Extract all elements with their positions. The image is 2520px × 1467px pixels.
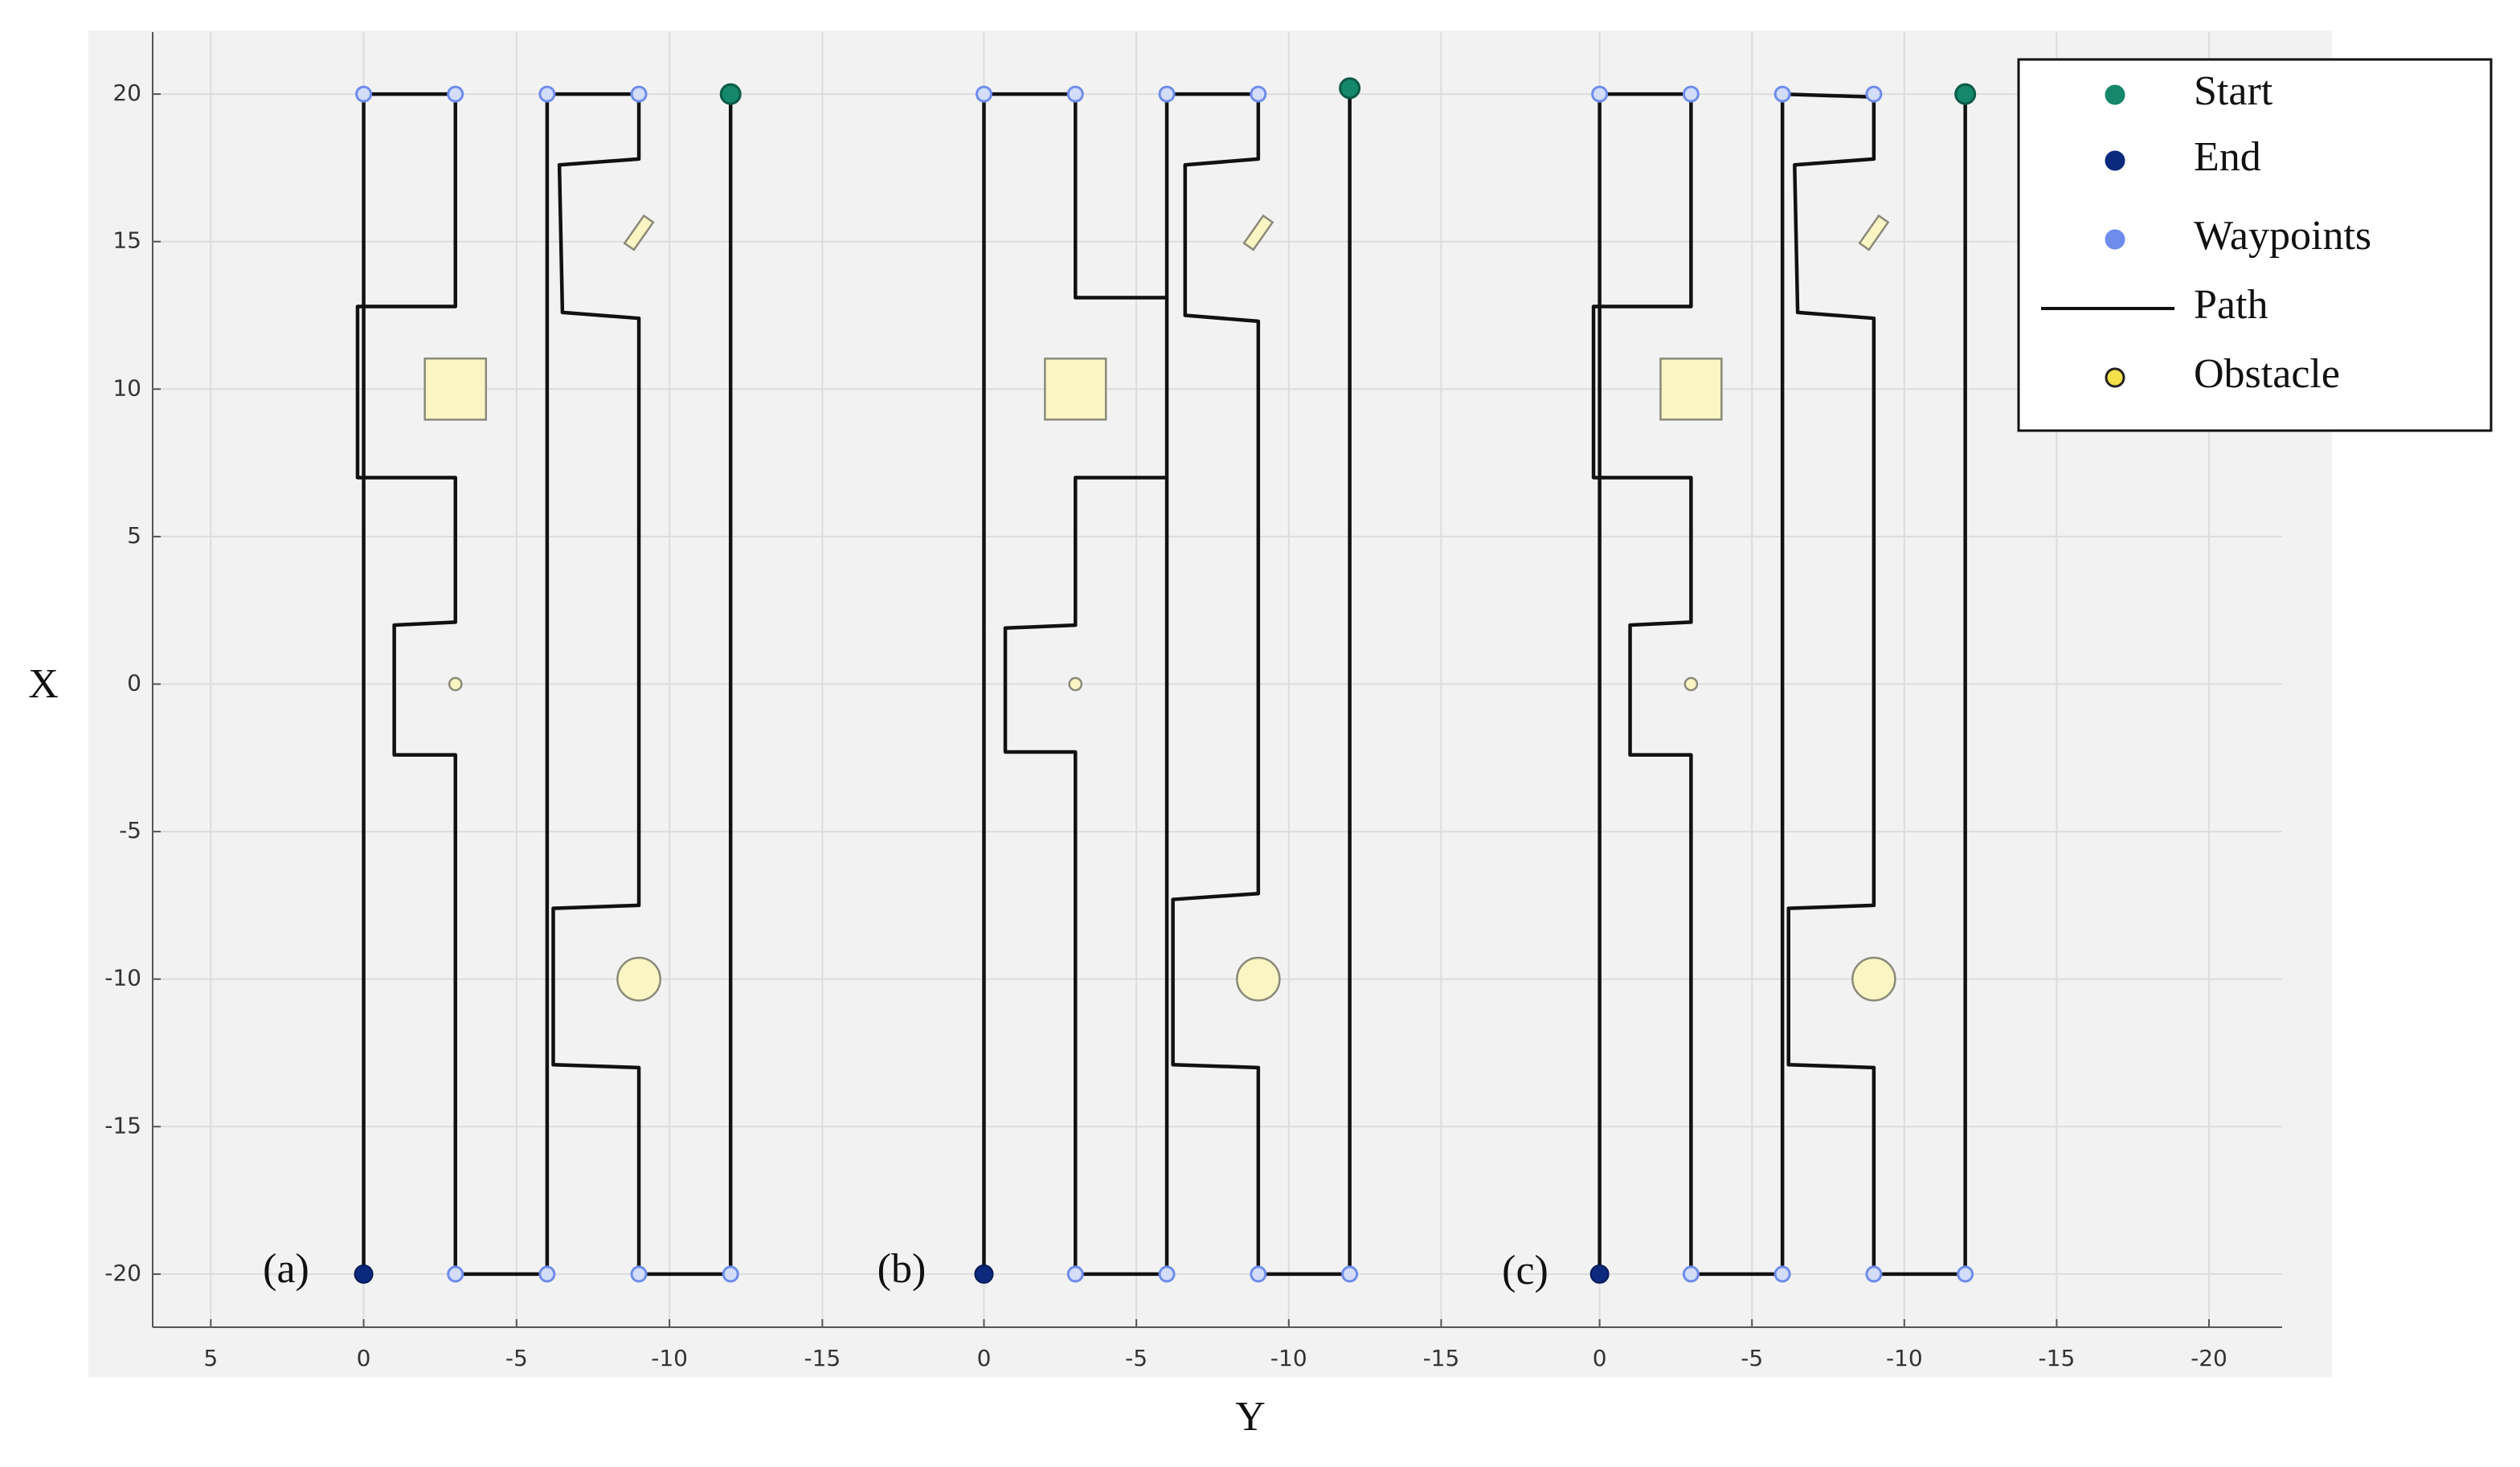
obstacle <box>1659 358 1723 421</box>
y-tick-label: 10 <box>112 374 141 401</box>
legend-marker <box>2105 367 2125 388</box>
obstacle <box>623 214 655 251</box>
obstacle <box>1044 358 1107 421</box>
y-tick-label: 5 <box>127 522 141 549</box>
waypoint <box>1066 1265 1084 1283</box>
start-point <box>719 83 742 105</box>
plot-background <box>88 31 2332 1377</box>
y-tick-label: -20 <box>104 1260 141 1286</box>
x-tick-label: 0 <box>1593 1345 1607 1371</box>
panel-label: (a) <box>263 1246 309 1292</box>
waypoint <box>538 85 556 103</box>
x-tick-label: -15 <box>2039 1345 2076 1371</box>
waypoint <box>1682 1265 1700 1283</box>
path-line <box>1591 92 1967 1277</box>
waypoint <box>355 85 373 103</box>
legend-box <box>2017 58 2493 432</box>
waypoint <box>447 1265 464 1283</box>
end-point <box>1589 1264 1610 1284</box>
waypoint <box>630 1265 648 1283</box>
y-tick-label: 0 <box>127 670 141 697</box>
x-axis-title: Y <box>1235 1394 1266 1440</box>
obstacle <box>1683 676 1699 692</box>
y-axis-title: X <box>28 661 59 707</box>
x-tick-label: -10 <box>1886 1345 1923 1371</box>
waypoint <box>1773 85 1791 103</box>
obstacle <box>423 358 488 421</box>
waypoint <box>1865 1265 1883 1283</box>
legend-label: Waypoints <box>2194 213 2371 259</box>
waypoint <box>1682 85 1700 103</box>
x-tick-label: -10 <box>1270 1345 1307 1371</box>
obstacle <box>1068 676 1083 692</box>
waypoint <box>1773 1265 1791 1283</box>
x-tick-label: 0 <box>977 1345 992 1371</box>
path-line <box>355 92 733 1277</box>
x-tick-label: -15 <box>1423 1345 1460 1371</box>
obstacle <box>448 676 463 692</box>
waypoint <box>1250 85 1267 103</box>
legend-marker <box>2105 229 2125 250</box>
legend-marker <box>2105 84 2125 105</box>
waypoint <box>1250 1265 1267 1283</box>
waypoint <box>722 1265 739 1283</box>
x-tick-label: -5 <box>505 1345 528 1371</box>
y-tick-label: 20 <box>112 80 141 106</box>
legend-label: Start <box>2194 68 2273 114</box>
y-tick-label: -10 <box>104 965 141 991</box>
legend-label: End <box>2194 134 2261 180</box>
legend-marker <box>2105 150 2125 171</box>
y-tick-label: -5 <box>119 817 141 844</box>
x-tick-label: -5 <box>1125 1345 1148 1371</box>
waypoint <box>1158 1265 1176 1283</box>
x-tick-label: -20 <box>2191 1345 2228 1371</box>
waypoint <box>1865 85 1883 103</box>
obstacle <box>616 956 661 1002</box>
legend-label: Path <box>2194 282 2268 328</box>
y-tick-label: 15 <box>112 227 141 254</box>
x-tick-label: 5 <box>203 1345 218 1371</box>
waypoint <box>1957 1265 1974 1283</box>
waypoint <box>1066 85 1084 103</box>
path-line <box>982 88 1352 1277</box>
waypoint <box>1341 1265 1359 1283</box>
panel-label: (c) <box>1502 1248 1548 1293</box>
obstacle <box>1242 214 1274 251</box>
start-point <box>1954 83 1977 105</box>
end-point <box>354 1264 374 1284</box>
panel-label: (b) <box>878 1246 927 1292</box>
x-tick-label: -15 <box>804 1345 841 1371</box>
obstacle <box>1236 956 1281 1002</box>
start-point <box>1339 77 1361 100</box>
waypoint <box>1591 85 1609 103</box>
end-point <box>974 1264 994 1284</box>
legend-label: Obstacle <box>2194 351 2340 397</box>
x-tick-label: -10 <box>651 1345 688 1371</box>
obstacle <box>1858 214 1890 251</box>
waypoint <box>975 85 992 103</box>
waypoint <box>630 85 648 103</box>
x-tick-label: -5 <box>1741 1345 1763 1371</box>
waypoint <box>538 1265 556 1283</box>
obstacle <box>1851 956 1896 1002</box>
waypoint <box>447 85 464 103</box>
legend: Start End Waypoints Path Obstacle <box>2017 58 2493 432</box>
waypoint <box>1158 85 1176 103</box>
y-tick-label: -15 <box>104 1112 141 1138</box>
x-tick-label: 0 <box>357 1345 371 1371</box>
